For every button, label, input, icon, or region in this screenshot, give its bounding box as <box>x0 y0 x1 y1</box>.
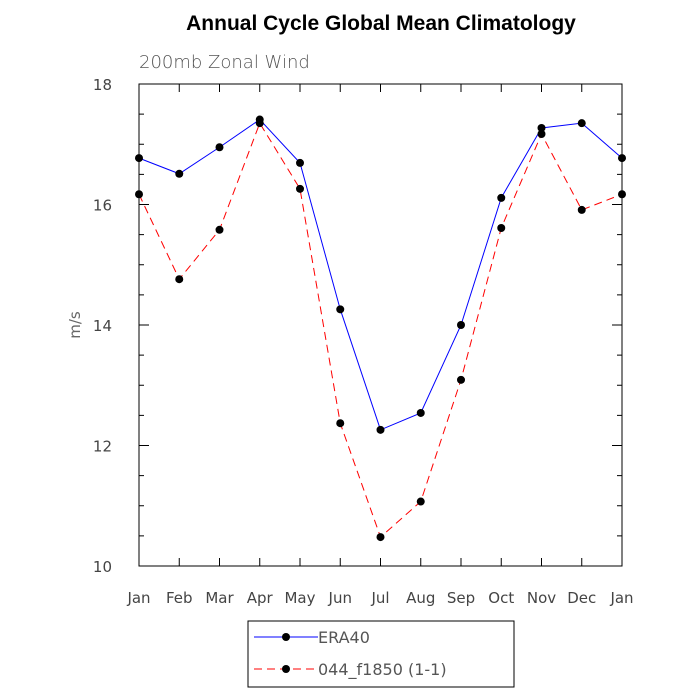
x-tick-label: Jun <box>328 589 352 607</box>
data-point-0 <box>135 154 143 163</box>
data-point-1 <box>215 225 224 234</box>
data-point-0 <box>416 408 425 417</box>
x-tick-label: Jan <box>126 589 150 607</box>
data-point-0 <box>336 305 345 314</box>
data-point-0 <box>497 193 506 202</box>
plot-frame <box>138 83 623 567</box>
data-point-0 <box>537 123 546 132</box>
x-tick-label: Jul <box>370 589 389 607</box>
x-tick-label: Jan <box>609 589 633 607</box>
chart-title: Annual Cycle Global Mean Climatology <box>186 12 576 35</box>
y-tick-label: 14 <box>93 317 112 335</box>
x-tick-label: Aug <box>406 589 435 607</box>
x-tick-label: May <box>284 589 315 607</box>
y-tick-label: 16 <box>93 197 112 215</box>
data-point-1 <box>175 275 184 284</box>
data-point-1 <box>376 533 385 542</box>
series-layer <box>135 115 626 542</box>
x-tick-label: Mar <box>205 589 234 607</box>
data-point-1 <box>416 497 425 506</box>
data-point-1 <box>296 184 304 193</box>
y-tick-label: 10 <box>93 558 112 576</box>
x-tick-label: Feb <box>166 589 193 607</box>
data-point-1 <box>537 130 546 139</box>
data-point-1 <box>577 205 586 214</box>
legend-label-era40: ERA40 <box>318 628 370 647</box>
data-point-0 <box>577 119 586 128</box>
data-point-0 <box>296 158 304 167</box>
data-point-1 <box>618 190 626 199</box>
data-point-1 <box>135 190 143 199</box>
x-tick-label: Oct <box>488 589 514 607</box>
y-tick-label: 18 <box>93 76 112 94</box>
axis-ticks <box>138 83 623 567</box>
x-tick-labels: Jan Feb Mar Apr May Jun Jul Aug Sep Oct Nov Dec Jan <box>126 589 633 607</box>
legend-box <box>247 620 515 688</box>
series-line-1 <box>138 122 623 538</box>
legend: ERA40 044_f1850 (1-1) <box>247 620 515 688</box>
x-tick-label: Sep <box>447 589 475 607</box>
y-tick-label: 12 <box>93 438 112 456</box>
data-point-0 <box>175 169 184 178</box>
data-point-1 <box>497 223 506 232</box>
data-point-0 <box>376 425 385 434</box>
data-point-1 <box>336 419 345 428</box>
y-axis-label: m/s <box>66 311 84 339</box>
data-point-0 <box>618 154 626 163</box>
y-tick-labels: 10 12 14 16 18 <box>93 76 112 576</box>
data-point-0 <box>457 321 465 329</box>
data-point-1 <box>457 375 465 384</box>
series-line-0 <box>138 118 623 431</box>
x-tick-label: Apr <box>247 589 274 607</box>
x-tick-label: Nov <box>527 589 556 607</box>
legend-marker-era40 <box>282 633 290 641</box>
data-point-1 <box>255 119 264 128</box>
x-tick-label: Dec <box>567 589 596 607</box>
legend-label-044-f1850: 044_f1850 (1-1) <box>318 660 447 680</box>
data-point-0 <box>215 143 224 152</box>
chart-subtitle: 200mb Zonal Wind <box>139 52 310 73</box>
legend-marker-044-f1850 <box>282 665 290 673</box>
